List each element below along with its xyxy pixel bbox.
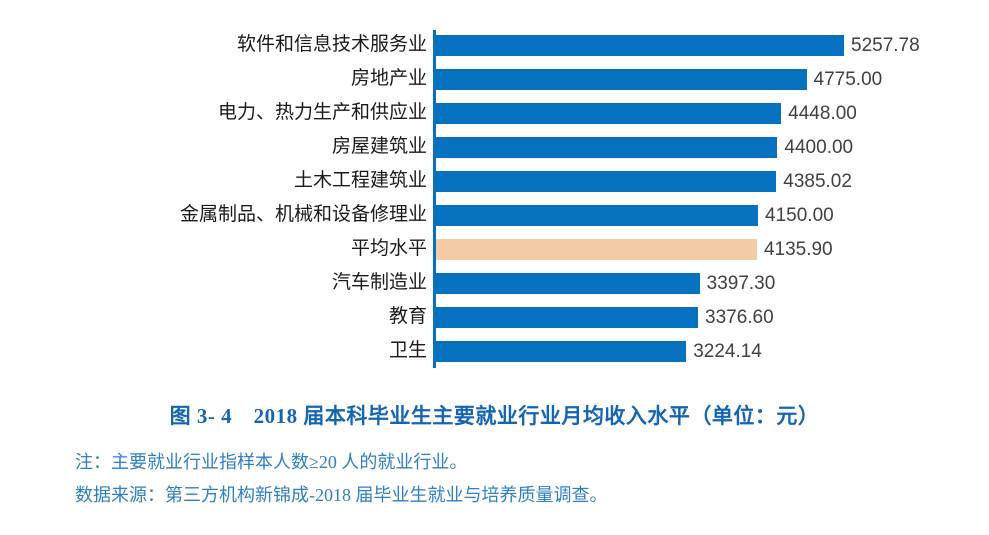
category-label: 房屋建筑业 <box>331 136 427 157</box>
bar <box>436 307 698 328</box>
bar <box>436 35 844 56</box>
value-label: 4400.00 <box>784 137 854 158</box>
bar <box>436 171 777 192</box>
bar <box>436 341 687 362</box>
source-line: 数据来源：第三方机构新锦成-2018 届毕业生就业与培养质量调查。 <box>75 485 608 505</box>
bar-chart: 软件和信息技术服务业 5257.78 房地产业 4775.00 电力、热力生产和供应业 4… <box>179 30 920 368</box>
bar <box>436 103 782 124</box>
category-label: 平均水平 <box>350 238 427 259</box>
category-label: 软件和信息技术服务业 <box>236 34 427 55</box>
bar <box>436 205 758 226</box>
bar-average <box>436 239 757 260</box>
value-label: 4135.90 <box>763 239 833 260</box>
category-label: 卫生 <box>388 340 427 361</box>
bar <box>436 69 807 90</box>
figure-caption: 图 3- 4 2018 届本科毕业生主要就业行业月均收入水平（单位：元） <box>169 404 820 428</box>
category-label: 电力、热力生产和供应业 <box>217 102 427 123</box>
category-label: 金属制品、机械和设备修理业 <box>179 204 427 225</box>
value-label: 4385.02 <box>783 171 852 192</box>
category-label: 教育 <box>388 306 427 327</box>
value-label: 3376.60 <box>705 307 774 328</box>
category-label: 土木工程建筑业 <box>293 170 427 191</box>
value-label: 3397.30 <box>706 273 776 294</box>
value-label: 4448.00 <box>788 103 857 124</box>
value-label: 3224.14 <box>693 341 762 362</box>
value-label: 5257.78 <box>851 35 920 56</box>
category-label: 汽车制造业 <box>331 272 427 293</box>
bar <box>436 273 700 294</box>
value-label: 4150.00 <box>765 205 834 226</box>
bar <box>436 137 778 158</box>
note-line: 注：主要就业行业指样本人数≥20 人的就业行业。 <box>75 452 468 472</box>
y-axis-line <box>433 30 436 368</box>
value-label: 4775.00 <box>813 69 883 90</box>
category-label: 房地产业 <box>350 68 427 89</box>
